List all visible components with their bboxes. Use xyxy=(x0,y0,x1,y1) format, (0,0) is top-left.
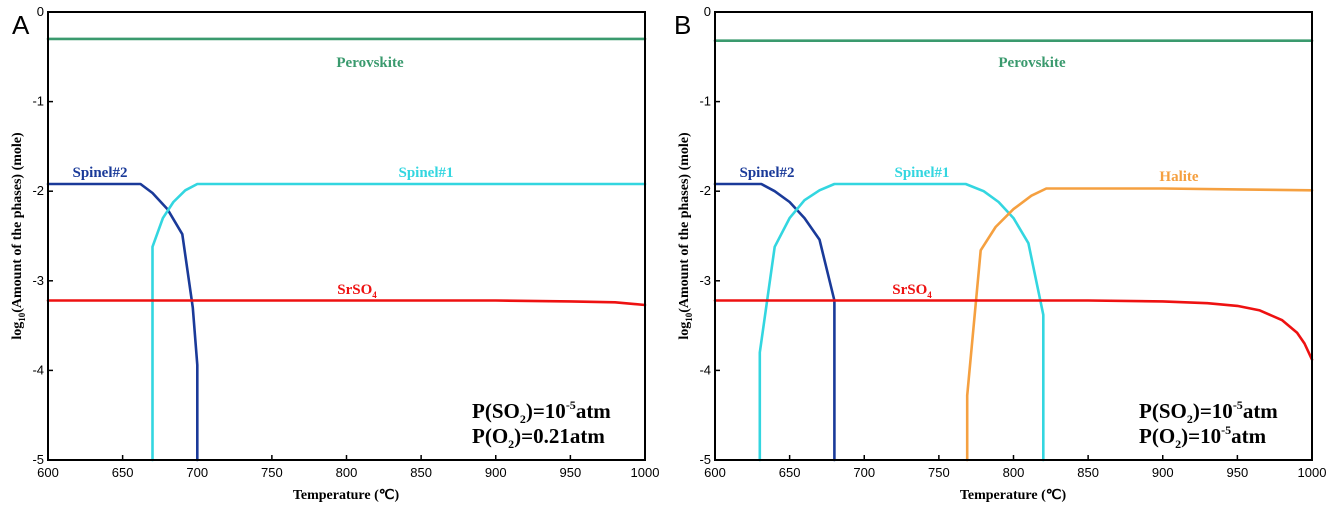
y-tick-label: -4 xyxy=(699,362,711,377)
series-label-perovskite: Perovskite xyxy=(336,55,404,71)
x-tick-label: 800 xyxy=(336,465,358,480)
x-tick-label: 900 xyxy=(485,465,507,480)
y-axis-title: log10(Amount of the phases) (mole) xyxy=(10,132,27,340)
x-axis-title: Temperature (℃) xyxy=(293,488,400,503)
curve-group xyxy=(713,39,1314,462)
x-tick-label: 1000 xyxy=(631,465,660,480)
series-line-spinel-1 xyxy=(151,182,647,462)
condition-so2: P(SO2)=10-5atm xyxy=(472,398,611,426)
tick-group: 600 650 700 750 800 850 900 950 1000 0 -1 -2 -3 -4 -5 xyxy=(32,4,659,480)
y-tick-label: -4 xyxy=(32,362,44,377)
panel-a: A 600 650 700 750 800 850 900 950 1000 0 -1 -2 -3 -4 -… xyxy=(10,4,659,503)
x-tick-label: 650 xyxy=(112,465,134,480)
x-tick-label: 650 xyxy=(779,465,801,480)
y-tick-label: -5 xyxy=(32,452,44,467)
x-tick-label: 850 xyxy=(1077,465,1099,480)
x-tick-label: 1000 xyxy=(1298,465,1327,480)
panel-b: B 600 650 700 750 800 850 900 950 1000 0 -1 -2 -3 -4 -… xyxy=(674,4,1326,503)
series-line-halite xyxy=(965,187,1314,462)
x-tick-label: 850 xyxy=(410,465,432,480)
series-line-srso4 xyxy=(46,299,647,307)
plot-frame xyxy=(47,11,646,461)
y-tick-label: -2 xyxy=(699,183,711,198)
series-line-srso4 xyxy=(713,299,1314,361)
y-tick-label: -3 xyxy=(699,273,711,288)
condition-o2: P(O2)=0.21atm xyxy=(472,424,605,451)
x-tick-label: 700 xyxy=(853,465,875,480)
x-tick-label: 900 xyxy=(1152,465,1174,480)
series-label-perovskite: Perovskite xyxy=(998,55,1066,71)
x-tick-label: 600 xyxy=(37,465,59,480)
x-tick-label: 800 xyxy=(1003,465,1025,480)
x-axis-title: Temperature (℃) xyxy=(960,488,1067,503)
series-label-halite: Halite xyxy=(1159,169,1198,185)
curve-group xyxy=(46,37,647,462)
series-label-spinel2: Spinel#2 xyxy=(72,165,127,181)
x-tick-label: 600 xyxy=(704,465,726,480)
x-tick-label: 950 xyxy=(560,465,582,480)
series-line-spinel-2 xyxy=(46,182,199,462)
y-tick-label: -5 xyxy=(699,452,711,467)
condition-o2: P(O2)=10-5atm xyxy=(1139,423,1267,451)
y-tick-label: -1 xyxy=(32,94,44,109)
series-line-spinel-2 xyxy=(713,182,836,462)
panel-letter: A xyxy=(12,10,30,40)
series-label-spinel2: Spinel#2 xyxy=(739,165,794,181)
panel-letter: B xyxy=(674,10,691,40)
y-tick-label: -3 xyxy=(32,273,44,288)
condition-so2: P(SO2)=10-5atm xyxy=(1139,398,1278,426)
x-tick-label: 750 xyxy=(261,465,283,480)
series-label-srso4: SrSO4 xyxy=(892,282,932,300)
tick-group: 600 650 700 750 800 850 900 950 1000 0 -1 -2 -3 -4 -5 xyxy=(699,4,1326,480)
series-line-spinel-1 xyxy=(758,182,1045,462)
y-tick-label: -1 xyxy=(699,94,711,109)
series-label-spinel1: Spinel#1 xyxy=(894,165,949,181)
y-tick-label: 0 xyxy=(704,4,711,19)
x-tick-label: 750 xyxy=(928,465,950,480)
x-tick-label: 700 xyxy=(186,465,208,480)
y-tick-label: -2 xyxy=(32,183,44,198)
series-label-spinel1: Spinel#1 xyxy=(398,165,453,181)
y-tick-label: 0 xyxy=(37,4,44,19)
x-tick-label: 950 xyxy=(1227,465,1249,480)
series-label-srso4: SrSO4 xyxy=(337,282,377,300)
y-axis-title: log10(Amount of the phases) (mole) xyxy=(677,132,694,340)
plot-frame xyxy=(714,11,1313,461)
